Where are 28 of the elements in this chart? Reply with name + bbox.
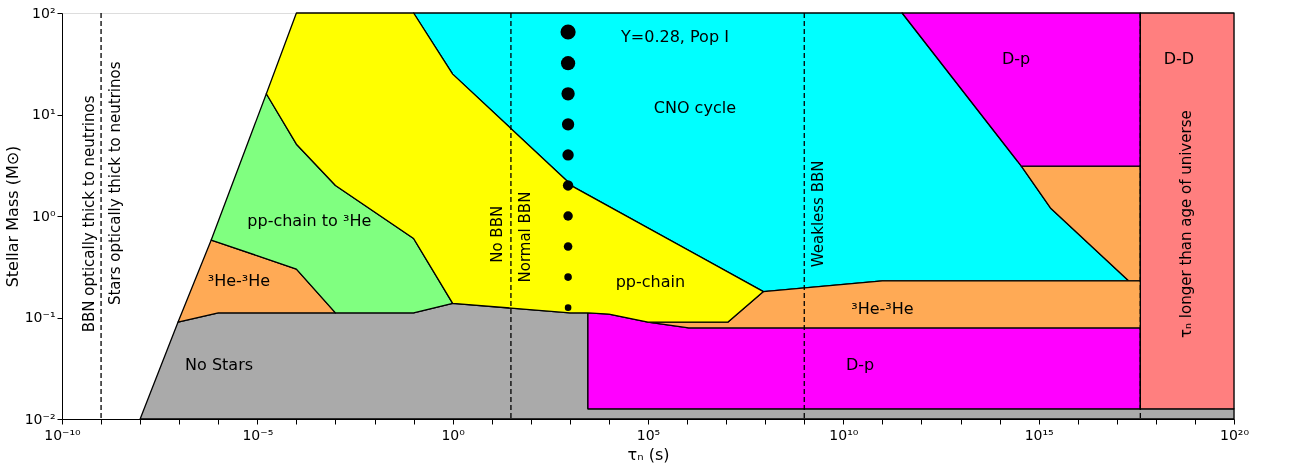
annotation: BBN optically thick to neutrinos	[80, 95, 99, 333]
annotation: No BBN	[487, 205, 506, 263]
x-tick-label: 10²⁰	[1219, 426, 1250, 443]
x-tick-label: 10⁰	[441, 426, 466, 443]
annotation: Weakless BBN	[809, 160, 828, 268]
y-tick-label: 10²	[32, 4, 56, 21]
x-axis-title: τₙ (s)	[627, 444, 670, 464]
annotation: pp-chain	[615, 271, 686, 291]
annotation: No Stars	[185, 355, 254, 375]
x-tick-label: 10⁵	[636, 426, 661, 443]
y-tick-label: 10⁻²	[24, 410, 56, 427]
annotation: CNO cycle	[653, 98, 736, 117]
annotation: Stars optically thick to neutrinos	[106, 61, 125, 306]
annotation: D-p	[1001, 49, 1031, 69]
y-tick-label: 10¹	[32, 106, 56, 122]
annotation: pp-chain to ³He	[247, 210, 372, 230]
annotation: D-D	[1163, 49, 1195, 69]
x-tick-label: 10⁻¹⁰	[44, 426, 82, 443]
y-tick-label: 10⁻¹	[24, 309, 56, 325]
x-tick-label: 10⁻⁵	[242, 426, 274, 443]
y-axis-title: Stellar Mass (M⊙)	[2, 145, 22, 288]
annotation: Y=0.28, Pop I	[620, 27, 729, 47]
annotation: ³He-³He	[207, 270, 271, 290]
y-tick-label: 10⁰	[32, 207, 56, 224]
annotation: Normal BBN	[515, 191, 534, 283]
x-tick-label: 10¹⁰	[829, 426, 859, 443]
annotation: τₙ longer than age of universe	[1176, 110, 1195, 338]
x-tick-label: 10¹⁵	[1024, 426, 1054, 443]
